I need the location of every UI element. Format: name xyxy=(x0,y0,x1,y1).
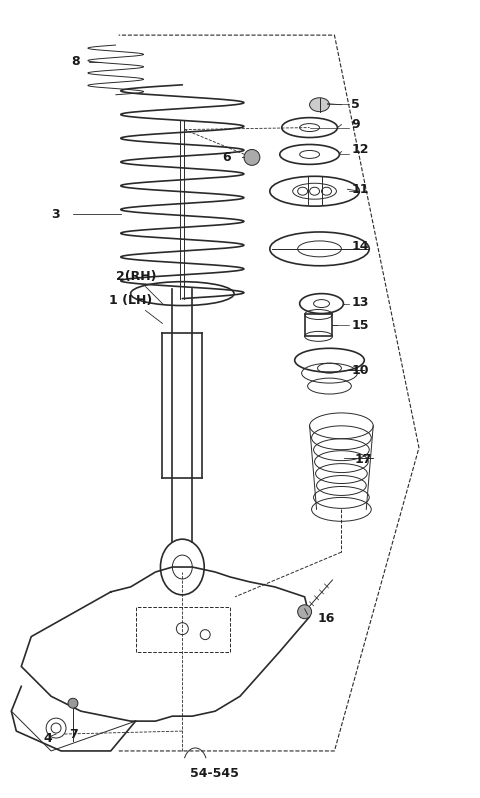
Text: 16: 16 xyxy=(318,612,335,625)
Ellipse shape xyxy=(244,149,260,165)
Text: 7: 7 xyxy=(69,728,78,741)
Text: 14: 14 xyxy=(351,240,369,254)
Ellipse shape xyxy=(310,97,329,112)
Text: 12: 12 xyxy=(351,143,369,156)
Text: 5: 5 xyxy=(351,98,360,111)
Text: 4: 4 xyxy=(43,732,52,745)
Text: 10: 10 xyxy=(351,364,369,377)
Ellipse shape xyxy=(68,698,78,708)
Bar xyxy=(305,314,333,337)
Text: 54-545: 54-545 xyxy=(190,768,239,780)
Text: 11: 11 xyxy=(351,183,369,196)
Text: 13: 13 xyxy=(351,296,369,309)
Text: 15: 15 xyxy=(351,319,369,332)
Text: 6: 6 xyxy=(222,151,231,164)
Text: 17: 17 xyxy=(354,453,372,466)
Ellipse shape xyxy=(298,605,312,618)
Text: 2(RH): 2(RH) xyxy=(116,271,156,283)
Text: 3: 3 xyxy=(51,207,60,220)
Text: 9: 9 xyxy=(351,118,360,131)
Text: 8: 8 xyxy=(71,56,80,69)
Text: 1 (LH): 1 (LH) xyxy=(109,294,152,307)
